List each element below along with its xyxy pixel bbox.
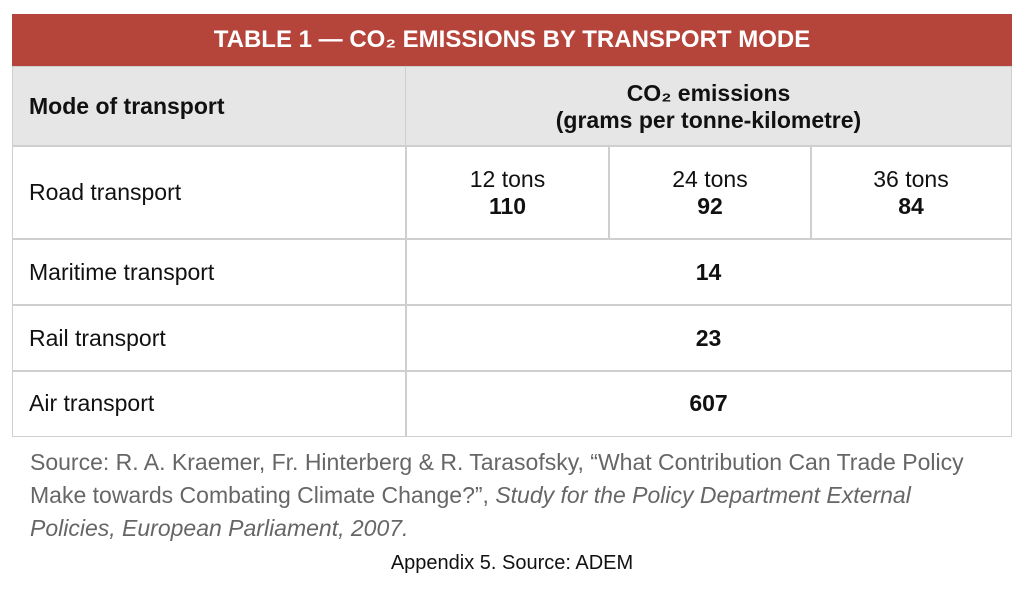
value: 110 — [488, 192, 527, 219]
row-label: Maritime transport — [29, 258, 215, 285]
header-cell: CO₂ emissions (grams per tonne-kilometre… — [405, 66, 1012, 147]
row-label-cell: Maritime transport — [12, 238, 407, 306]
row-label: Rail transport — [29, 324, 166, 351]
caption: Appendix 5. Source: ADEM — [390, 552, 634, 574]
row-label-cell: Air transport — [12, 370, 407, 437]
value-cell: 23 — [405, 304, 1012, 372]
value: 84 — [898, 192, 924, 219]
source-note: Source: R. A. Kraemer, Fr. Hinterberg & … — [30, 446, 990, 545]
row-label: Air transport — [29, 390, 155, 416]
value: 14 — [695, 258, 722, 285]
value: 607 — [689, 390, 728, 416]
header-cell: Mode of transport — [12, 66, 407, 147]
load: 36 tons — [873, 165, 949, 192]
value-cell: 24 tons 92 — [608, 145, 812, 240]
value-cell: 36 tons 84 — [810, 145, 1012, 240]
header-units: (grams per tonne-kilometre) — [555, 106, 862, 133]
header-emissions: CO₂ emissions — [626, 79, 791, 106]
table-title: TABLE 1 — CO₂ EMISSIONS BY TRANSPORT MOD… — [12, 14, 1012, 66]
value-cell: 607 — [405, 370, 1012, 437]
header-mode: Mode of transport — [29, 93, 225, 119]
value-cell: 12 tons 110 — [405, 145, 610, 240]
row-label-cell: Rail transport — [12, 304, 407, 372]
row-label: Road transport — [29, 179, 182, 205]
source-text: Source: R. A. Kraemer, Fr. Hinterberg & … — [30, 449, 964, 508]
value: 23 — [695, 324, 722, 351]
value: 92 — [697, 192, 723, 219]
source-italic: Study for the Policy Department External… — [30, 482, 911, 541]
row-label-cell: Road transport — [12, 145, 407, 240]
load: 24 tons — [672, 165, 748, 192]
value-cell: 14 — [405, 238, 1012, 306]
load: 12 tons — [469, 165, 546, 192]
